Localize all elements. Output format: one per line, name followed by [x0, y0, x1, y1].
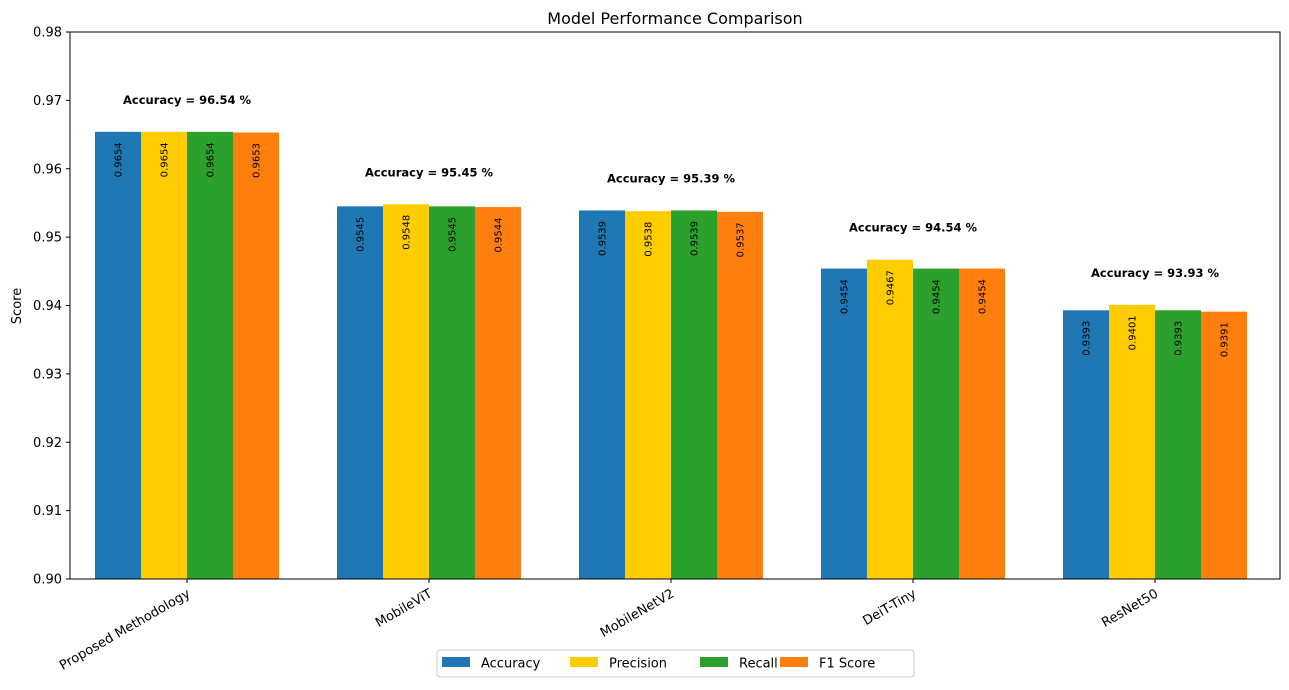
bar-value-label: 0.9454: [978, 279, 989, 314]
bar-precision: [1109, 304, 1155, 579]
plot-frame: [69, 31, 1281, 580]
y-tick-label: 0.93: [33, 367, 62, 382]
bar-f1-score: [475, 207, 521, 580]
y-tick-label: 0.97: [33, 94, 62, 109]
bar-recall: [913, 268, 959, 579]
legend-label: Accuracy: [481, 657, 541, 672]
bar-value-labels: 0.9654 0.9654 0.9654 0.9653 0.9545 0.9548 0.95…: [114, 142, 1231, 357]
bar-f1-score: [717, 211, 763, 580]
accuracy-annotation: Accuracy = 93.93 %: [1091, 266, 1219, 280]
bar-precision: [383, 204, 429, 579]
legend-label: F1 Score: [819, 657, 875, 672]
bars: [95, 131, 1247, 580]
bar-value-label: 0.9654: [206, 142, 217, 177]
bar-recall: [187, 131, 233, 579]
legend-swatch: [780, 657, 808, 667]
bar-value-label: 0.9401: [1128, 315, 1139, 350]
bar-recall: [671, 210, 717, 580]
bar-value-label: 0.9545: [448, 217, 459, 252]
legend-swatch: [442, 657, 470, 667]
chart-title: Model Performance Comparison: [547, 9, 802, 28]
accuracy-annotation: Accuracy = 95.45 %: [365, 165, 493, 179]
bar-precision: [625, 211, 671, 579]
bar-value-label: 0.9538: [644, 222, 655, 257]
accuracy-annotation: Accuracy = 94.54 %: [849, 221, 977, 235]
y-tick-label: 0.92: [33, 436, 62, 451]
legend: Accuracy Precision Recall F1 Score: [436, 649, 915, 678]
accuracy-annotation: Accuracy = 96.54 %: [123, 93, 251, 107]
legend-box: [436, 649, 915, 678]
bar-value-label: 0.9548: [402, 215, 413, 250]
bar-value-label: 0.9467: [886, 270, 897, 305]
y-tick-label: 0.96: [33, 162, 62, 177]
legend-swatch: [700, 657, 728, 667]
bar-f1-score: [959, 268, 1005, 579]
bar-value-label: 0.9454: [932, 279, 943, 314]
bar-accuracy: [95, 131, 141, 579]
y-axis-title: Score: [10, 288, 25, 324]
bar-f1-score: [233, 132, 279, 580]
y-axis: 0.90 0.91 0.92 0.93 0.94 0.95 0.96 0.97 0.98: [33, 26, 70, 588]
bar-value-label: 0.9393: [1082, 321, 1093, 356]
y-tick-label: 0.98: [33, 26, 62, 41]
bar-value-label: 0.9654: [114, 142, 125, 177]
y-tick-label: 0.90: [33, 573, 62, 588]
bar-value-label: 0.9454: [840, 279, 851, 314]
legend-swatch: [570, 657, 598, 667]
bar-value-label: 0.9653: [252, 143, 263, 178]
accuracy-annotations: Accuracy = 96.54 % Accuracy = 95.45 % Accu…: [123, 93, 1219, 280]
bar-value-label: 0.9545: [356, 217, 367, 252]
legend-label: Recall: [739, 657, 778, 672]
y-tick-label: 0.94: [33, 299, 62, 314]
bar-value-label: 0.9537: [736, 222, 747, 257]
bar-accuracy: [1063, 310, 1109, 579]
bar-value-label: 0.9544: [494, 218, 505, 253]
legend-label: Precision: [609, 657, 667, 672]
accuracy-annotation: Accuracy = 95.39 %: [607, 171, 735, 185]
bar-f1-score: [1201, 311, 1247, 579]
bar-value-label: 0.9654: [160, 142, 171, 177]
bar-value-label: 0.9539: [598, 221, 609, 256]
bar-value-label: 0.9539: [690, 221, 701, 256]
y-tick-label: 0.91: [33, 504, 62, 519]
bar-precision: [867, 259, 913, 579]
y-tick-label: 0.95: [33, 231, 62, 246]
bar-value-label: 0.9391: [1220, 322, 1231, 357]
bar-accuracy: [579, 210, 625, 580]
bar-precision: [141, 131, 187, 579]
bar-accuracy: [821, 268, 867, 579]
bar-value-label: 0.9393: [1174, 321, 1185, 356]
bar-accuracy: [337, 206, 383, 579]
bar-recall: [429, 206, 475, 579]
bar-recall: [1155, 310, 1201, 579]
